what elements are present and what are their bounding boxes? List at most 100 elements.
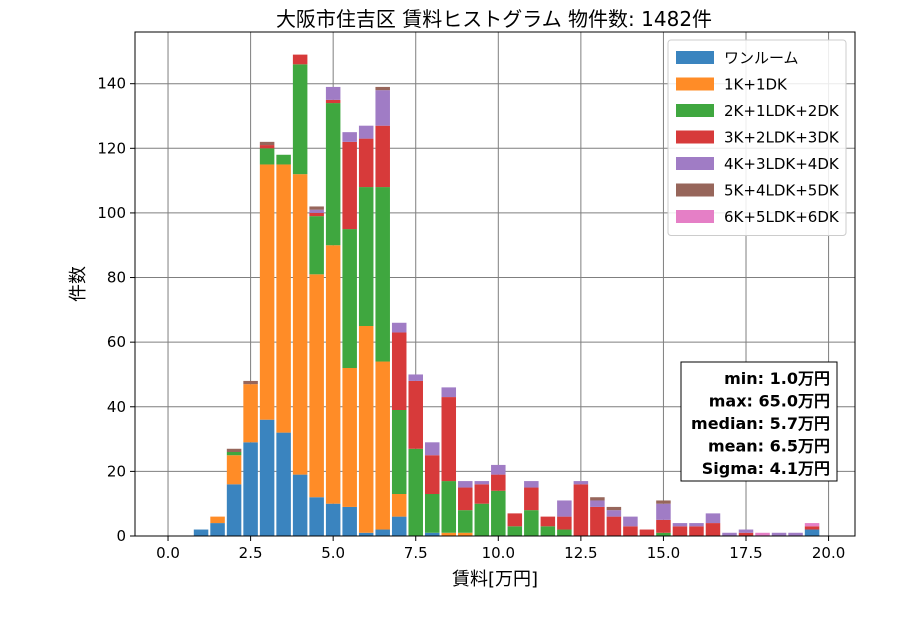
bar-segment [639, 529, 655, 536]
bar-segment [325, 103, 341, 246]
bar-segment [557, 500, 572, 517]
bar-segment [524, 510, 539, 536]
bar-segment [391, 494, 407, 517]
y-tick-label: 40 [107, 398, 126, 416]
bar-segment [375, 86, 390, 91]
y-tick-label: 120 [97, 139, 126, 157]
y-tick-label: 20 [107, 462, 126, 480]
bar-segment [391, 516, 407, 536]
bar-segment [226, 484, 242, 536]
bar-segment [309, 209, 324, 213]
bar-segment [342, 368, 357, 507]
bar-segment [193, 529, 209, 536]
bar-segment [623, 516, 638, 527]
bars [193, 54, 820, 536]
bar-segment [292, 64, 308, 175]
bar-segment [358, 326, 374, 533]
bar-segment [441, 397, 457, 482]
bar-segment [210, 523, 225, 536]
bar-segment [689, 523, 704, 527]
bar-segment [491, 464, 506, 475]
chart-title: 大阪市住吉区 賃料ヒストグラム 物件数: 1482件 [276, 7, 712, 31]
legend-label: ワンルーム [724, 49, 799, 67]
x-tick-label: 2.5 [239, 544, 263, 562]
bar-segment [507, 513, 523, 527]
x-tick-label: 7.5 [404, 544, 428, 562]
bar-segment [210, 516, 225, 524]
bar-segment [358, 138, 374, 188]
bar-segment [358, 125, 374, 139]
bar-segment [722, 532, 737, 536]
bar-segment [424, 532, 440, 536]
y-tick-label: 80 [107, 269, 126, 287]
legend-swatch [676, 130, 714, 144]
bar-segment [441, 387, 457, 398]
bar-segment [243, 380, 258, 385]
bar-segment [474, 484, 490, 504]
bar-segment [276, 432, 291, 536]
bar-segment [606, 506, 622, 511]
bar-segment [458, 481, 473, 488]
x-tick-label: 5.0 [321, 544, 345, 562]
bar-segment [243, 384, 258, 443]
bar-segment [226, 455, 242, 485]
stats-line: mean: 6.5万円 [708, 437, 830, 456]
legend-swatch [676, 51, 714, 64]
bar-segment [656, 519, 671, 533]
x-tick-label: 15.0 [647, 544, 680, 562]
bar-segment [342, 132, 357, 142]
bar-segment [309, 497, 324, 536]
bar-segment [259, 141, 275, 146]
legend-label: 3K+2LDK+3DK [724, 129, 840, 147]
bar-segment [226, 448, 242, 452]
bar-segment [342, 229, 357, 368]
bar-segment [507, 526, 523, 536]
stats-line: median: 5.7万円 [691, 414, 830, 433]
bar-segment [259, 419, 275, 536]
y-axis-title: 件数 [68, 266, 89, 302]
bar-segment [342, 506, 357, 536]
legend-swatch [676, 183, 714, 197]
legend-label: 2K+1LDK+2DK [724, 102, 840, 120]
bar-segment [358, 532, 374, 536]
bar-segment [458, 487, 473, 511]
bar-segment [424, 494, 440, 533]
bar-segment [375, 90, 390, 126]
bar-segment [358, 187, 374, 326]
y-tick-label: 60 [107, 333, 126, 351]
x-tick-label: 20.0 [812, 544, 845, 562]
bar-segment [458, 510, 473, 533]
bar-segment [276, 154, 291, 165]
bar-segment [391, 332, 407, 410]
bar-segment [259, 145, 275, 149]
legend: ワンルーム 1K+1DK 2K+1LDK+2DK 3K+2LDK+3DK 4K+3LDK… [667, 39, 847, 236]
bar-segment [342, 141, 357, 230]
stats-line: min: 1.0万円 [724, 369, 830, 388]
legend-label: 5K+4LDK+5DK [724, 182, 840, 200]
bar-segment [259, 148, 275, 165]
bar-segment [375, 187, 390, 362]
bar-segment [738, 529, 754, 533]
x-tick-label: 10.0 [482, 544, 515, 562]
bar-segment [804, 523, 820, 527]
bar-segment [689, 526, 704, 536]
stats-frame [680, 361, 838, 482]
bar-segment [524, 487, 539, 511]
bar-segment [705, 513, 721, 524]
x-axis-title: 賃料[万円] [452, 569, 538, 590]
bar-segment [738, 532, 754, 536]
legend-swatch [676, 77, 714, 91]
bar-segment [325, 86, 341, 100]
bar-segment [325, 503, 341, 536]
bar-segment [259, 164, 275, 420]
bar-segment [226, 452, 242, 456]
bar-segment [804, 529, 820, 536]
bar-segment [309, 216, 324, 275]
stats-line: max: 65.0万円 [709, 392, 830, 411]
bar-segment [309, 206, 324, 210]
bar-segment [573, 484, 589, 536]
bar-segment [491, 474, 506, 491]
bar-segment [474, 503, 490, 536]
bar-segment [540, 526, 556, 536]
